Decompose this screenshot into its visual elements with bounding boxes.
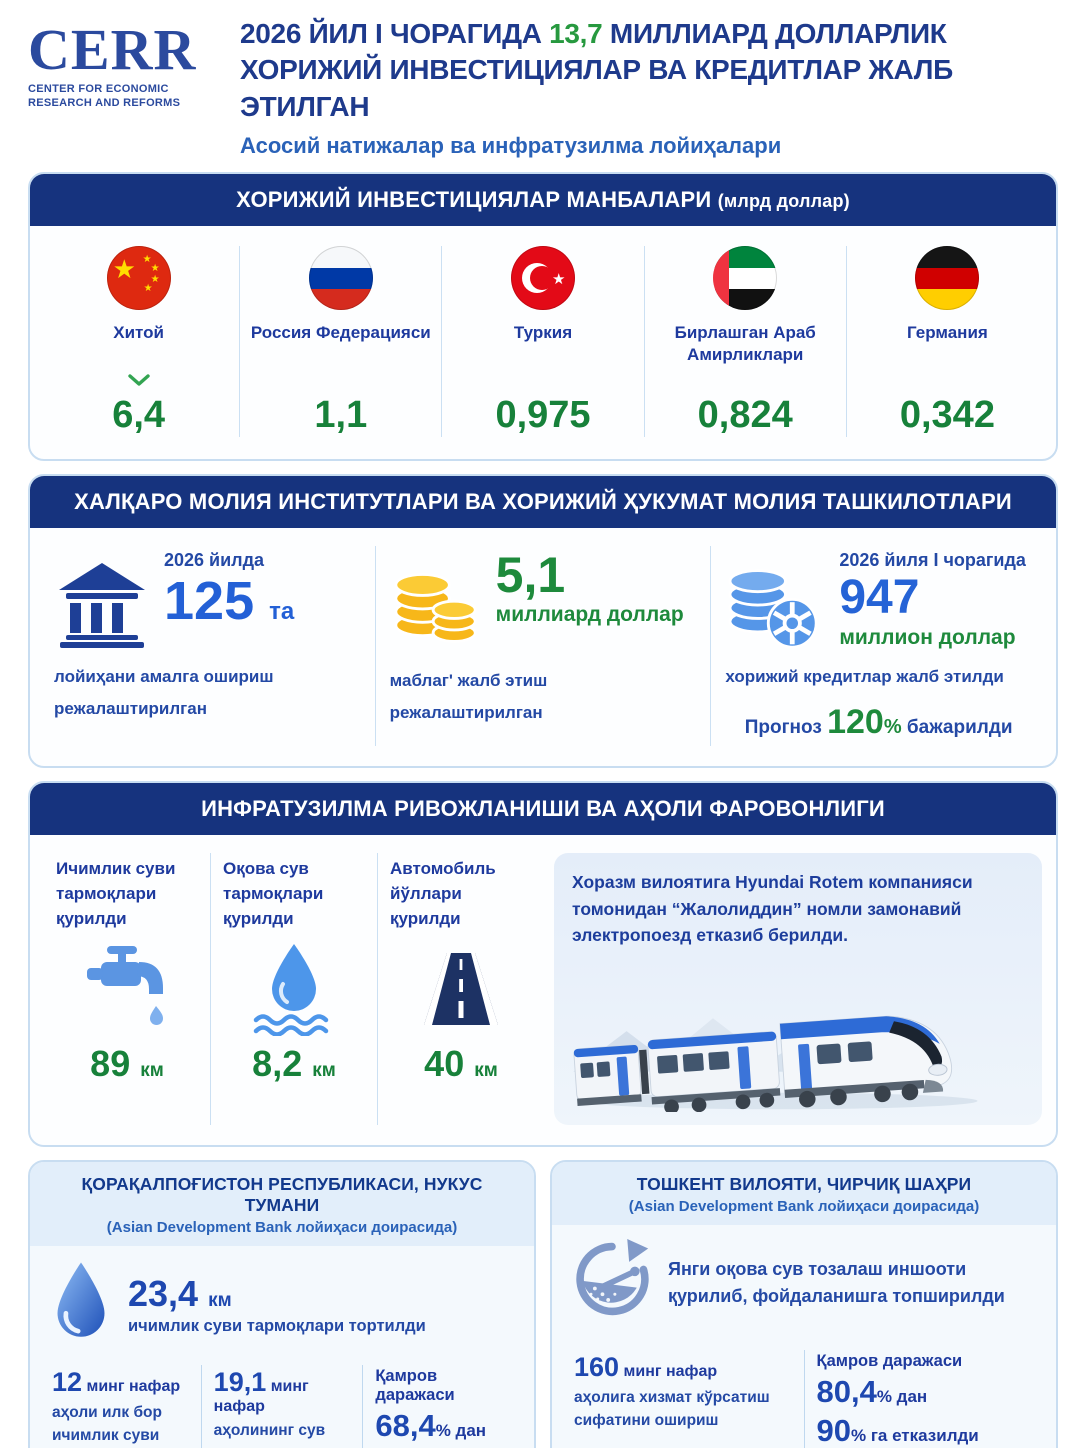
sources-card: ХОРИЖИЙ ИНВЕСТИЦИЯЛАР МАНБАЛАРИ (млрд до… xyxy=(28,172,1058,462)
credits-desc: хорижий кредитлар жалб этилди xyxy=(725,667,1004,687)
chirchik-stat: 160 минг нафар аҳолига хизмат кўрсатиш с… xyxy=(574,1352,770,1429)
chevron-down-icon xyxy=(127,370,150,390)
title-post: МИЛЛИАРД ДОЛЛАРЛИК xyxy=(602,18,947,49)
country-china: ★ ★ ★ ★ ★ Хитой 6,4 xyxy=(38,246,239,437)
forecast-value: 120 xyxy=(827,703,884,742)
title-pre: 2026 ЙИЛ I ЧОРАГИДА xyxy=(240,18,550,49)
infra-label: Автомобиль йўллари қурилди xyxy=(390,859,496,928)
country-germany: Германия 0,342 xyxy=(845,246,1048,438)
nukus-title: ҚОРАҚАЛПОҒИСТОН РЕСПУБЛИКАСИ, НУКУС ТУМА… xyxy=(81,1174,483,1216)
water-drop-icon xyxy=(50,1260,112,1349)
chirchik-subtitle: (Asian Development Bank лойиҳаси доираси… xyxy=(628,1198,980,1216)
infrastructure-card: ИНФРАТУЗИЛМА РИВОЖЛАНИШИ ВА АҲОЛИ ФАРОВО… xyxy=(28,781,1058,1148)
country-name: Бирлашган Араб Амирликлари xyxy=(674,323,816,365)
credits-period: 2026 йиля I чорагида xyxy=(839,550,1026,571)
nukus-main-value: 23,4 xyxy=(128,1273,199,1315)
logo-subtitle-line2: RESEARCH AND REFORMS xyxy=(28,96,181,109)
nukus-main-unit: км xyxy=(208,1290,232,1312)
nukus-stat2: 19,1 минг нафар аҳолининг сув таъминоти … xyxy=(200,1365,363,1448)
train-panel: Хоразм вилоятига Hyundai Rotem компанияс… xyxy=(554,853,1042,1126)
chirchik-coverage: Қамров даражаси 80,4% дан 90% га етказил… xyxy=(803,1350,1047,1448)
gold-coins-icon xyxy=(390,560,482,657)
cerr-logo: CERR CENTER FOR ECONOMIC RESEARCH AND RE… xyxy=(28,16,216,111)
funds-desc: маблаг' жалб этиш режалаштирилган xyxy=(389,671,548,723)
russia-flag-icon xyxy=(308,246,373,311)
country-value: 1,1 xyxy=(314,394,368,437)
infra-water: Ичимлик суви тармоқлари қурилди xyxy=(44,853,210,1125)
country-name: Туркия xyxy=(513,323,573,343)
country-uae: Бирлашган Араб Амирликлари 0,824 xyxy=(643,246,846,438)
country-name: Хитой xyxy=(113,323,164,343)
infra-value: 8,2 xyxy=(252,1043,303,1085)
infra-value: 89 xyxy=(90,1043,131,1085)
projects-period: 2026 йилда xyxy=(164,550,265,571)
sources-card-title: ХОРИЖИЙ ИНВЕСТИЦИЯЛАР МАНБАЛАРИ (млрд до… xyxy=(30,174,1056,227)
svg-text:★: ★ xyxy=(552,271,565,288)
credits-value: 947 xyxy=(839,571,920,625)
country-value: 6,4 xyxy=(112,394,166,437)
infra-unit: км xyxy=(474,1060,498,1082)
country-russia: Россия Федерацияси 1,1 xyxy=(239,246,441,438)
institutions-card: ХАЛҚАРО МОЛИЯ ИНСТИТУТЛАРИ ВА ХОРИЖИЙ ҲУ… xyxy=(28,474,1058,769)
planned-projects: 2026 йилда 125 та лойиҳани амалга ошириш… xyxy=(40,546,375,746)
infrastructure-card-title: ИНФРАТУЗИЛМА РИВОЖЛАНИШИ ВА АҲОЛИ ФАРОВО… xyxy=(30,783,1056,836)
nukus-main-desc: ичимлик суви тармоқлари тортилди xyxy=(128,1317,426,1336)
turkey-flag-icon: ★ xyxy=(511,246,575,311)
credits-unit: миллион доллар xyxy=(839,625,1016,649)
title-line2: ХОРИЖИЙ ИНВЕСТИЦИЯЛАР ВА КРЕДИТЛАР ЖАЛБ … xyxy=(240,54,953,122)
blue-coins-wheel-icon xyxy=(725,560,825,657)
faucet-icon xyxy=(81,941,173,1037)
nukus-stat1: 12 минг нафар аҳоли илк бор ичимлик суви… xyxy=(52,1367,181,1444)
bank-icon xyxy=(54,560,150,653)
road-icon xyxy=(416,941,506,1037)
nukus-subtitle: (Asian Development Bank лойиҳаси доираси… xyxy=(106,1219,458,1237)
chirchik-title: ТОШКЕНТ ВИЛОЯТИ, ЧИРЧИҚ ШАҲРИ xyxy=(636,1174,972,1195)
infra-sewage: Оқова сув тармоқлари қурилди 8,2 км xyxy=(210,853,377,1126)
sources-unit: (млрд доллар) xyxy=(717,191,850,212)
country-turkey: ★ Туркия 0,975 xyxy=(441,246,643,438)
infra-value: 40 xyxy=(424,1043,465,1085)
water-drop-waves-icon xyxy=(250,941,338,1037)
treatment-plant-icon xyxy=(572,1239,652,1324)
planned-funds: 5,1 миллиард доллар маблаг' жалб этиш ре… xyxy=(374,546,711,747)
chirchik-box: ТОШКЕНТ ВИЛОЯТИ, ЧИРЧИҚ ШАҲРИ (Asian Dev… xyxy=(550,1160,1058,1448)
projects-desc: лойиҳани амалга ошириш режалаштирилган xyxy=(54,667,274,719)
nukus-box: ҚОРАҚАЛПОҒИСТОН РЕСПУБЛИКАСИ, НУКУС ТУМА… xyxy=(28,1160,536,1448)
projects-unit: та xyxy=(269,598,295,626)
projects-value: 125 xyxy=(164,571,255,632)
nukus-coverage: Қамров даражаси 68,4% дан 90% га етказил… xyxy=(362,1365,524,1448)
country-value: 0,342 xyxy=(899,394,995,437)
title-highlight-value: 13,7 xyxy=(549,18,603,49)
country-name: Россия Федерацияси xyxy=(250,323,431,343)
logo-subtitle-line1: CENTER FOR ECONOMIC xyxy=(28,83,169,96)
country-value: 0,824 xyxy=(697,394,793,437)
country-name: Германия xyxy=(906,323,988,343)
infra-label: Ичимлик суви тармоқлари қурилди xyxy=(56,859,176,928)
funds-unit: миллиард доллар xyxy=(495,603,684,627)
infra-roads: Автомобиль йўллари қурилди xyxy=(377,853,544,1126)
institutions-card-title: ХАЛҚАРО МОЛИЯ ИНСТИТУТЛАРИ ВА ХОРИЖИЙ ҲУ… xyxy=(30,476,1056,529)
chirchik-desc: Янги оқова сув тозалаш иншооти қурилиб, … xyxy=(668,1258,1005,1306)
funds-value: 5,1 xyxy=(495,547,566,604)
country-value: 0,975 xyxy=(495,394,591,437)
infra-unit: км xyxy=(140,1060,164,1082)
uae-flag-icon xyxy=(713,246,778,311)
china-flag-icon: ★ ★ ★ ★ ★ xyxy=(106,246,171,311)
page-subtitle: Асосий натижалар ва инфратузилма лойиҳал… xyxy=(240,133,782,159)
germany-flag-icon xyxy=(915,246,980,311)
infra-label: Оқова сув тармоқлари қурилди xyxy=(223,859,324,928)
page-title: 2026 ЙИЛ I ЧОРАГИДА 13,7 МИЛЛИАРД ДОЛЛАР… xyxy=(240,16,1058,125)
infra-unit: км xyxy=(312,1060,336,1082)
cerr-logo-text: CERR xyxy=(28,17,197,82)
train-image xyxy=(572,954,1024,1117)
forecast-line: Прогноз 120% бажарилди xyxy=(744,703,1013,742)
credits: 2026 йиля I чорагида 947 миллион доллар … xyxy=(710,546,1046,747)
train-note: Хоразм вилоятига Hyundai Rotem компанияс… xyxy=(572,872,973,945)
header: CERR CENTER FOR ECONOMIC RESEARCH AND RE… xyxy=(28,16,1058,159)
